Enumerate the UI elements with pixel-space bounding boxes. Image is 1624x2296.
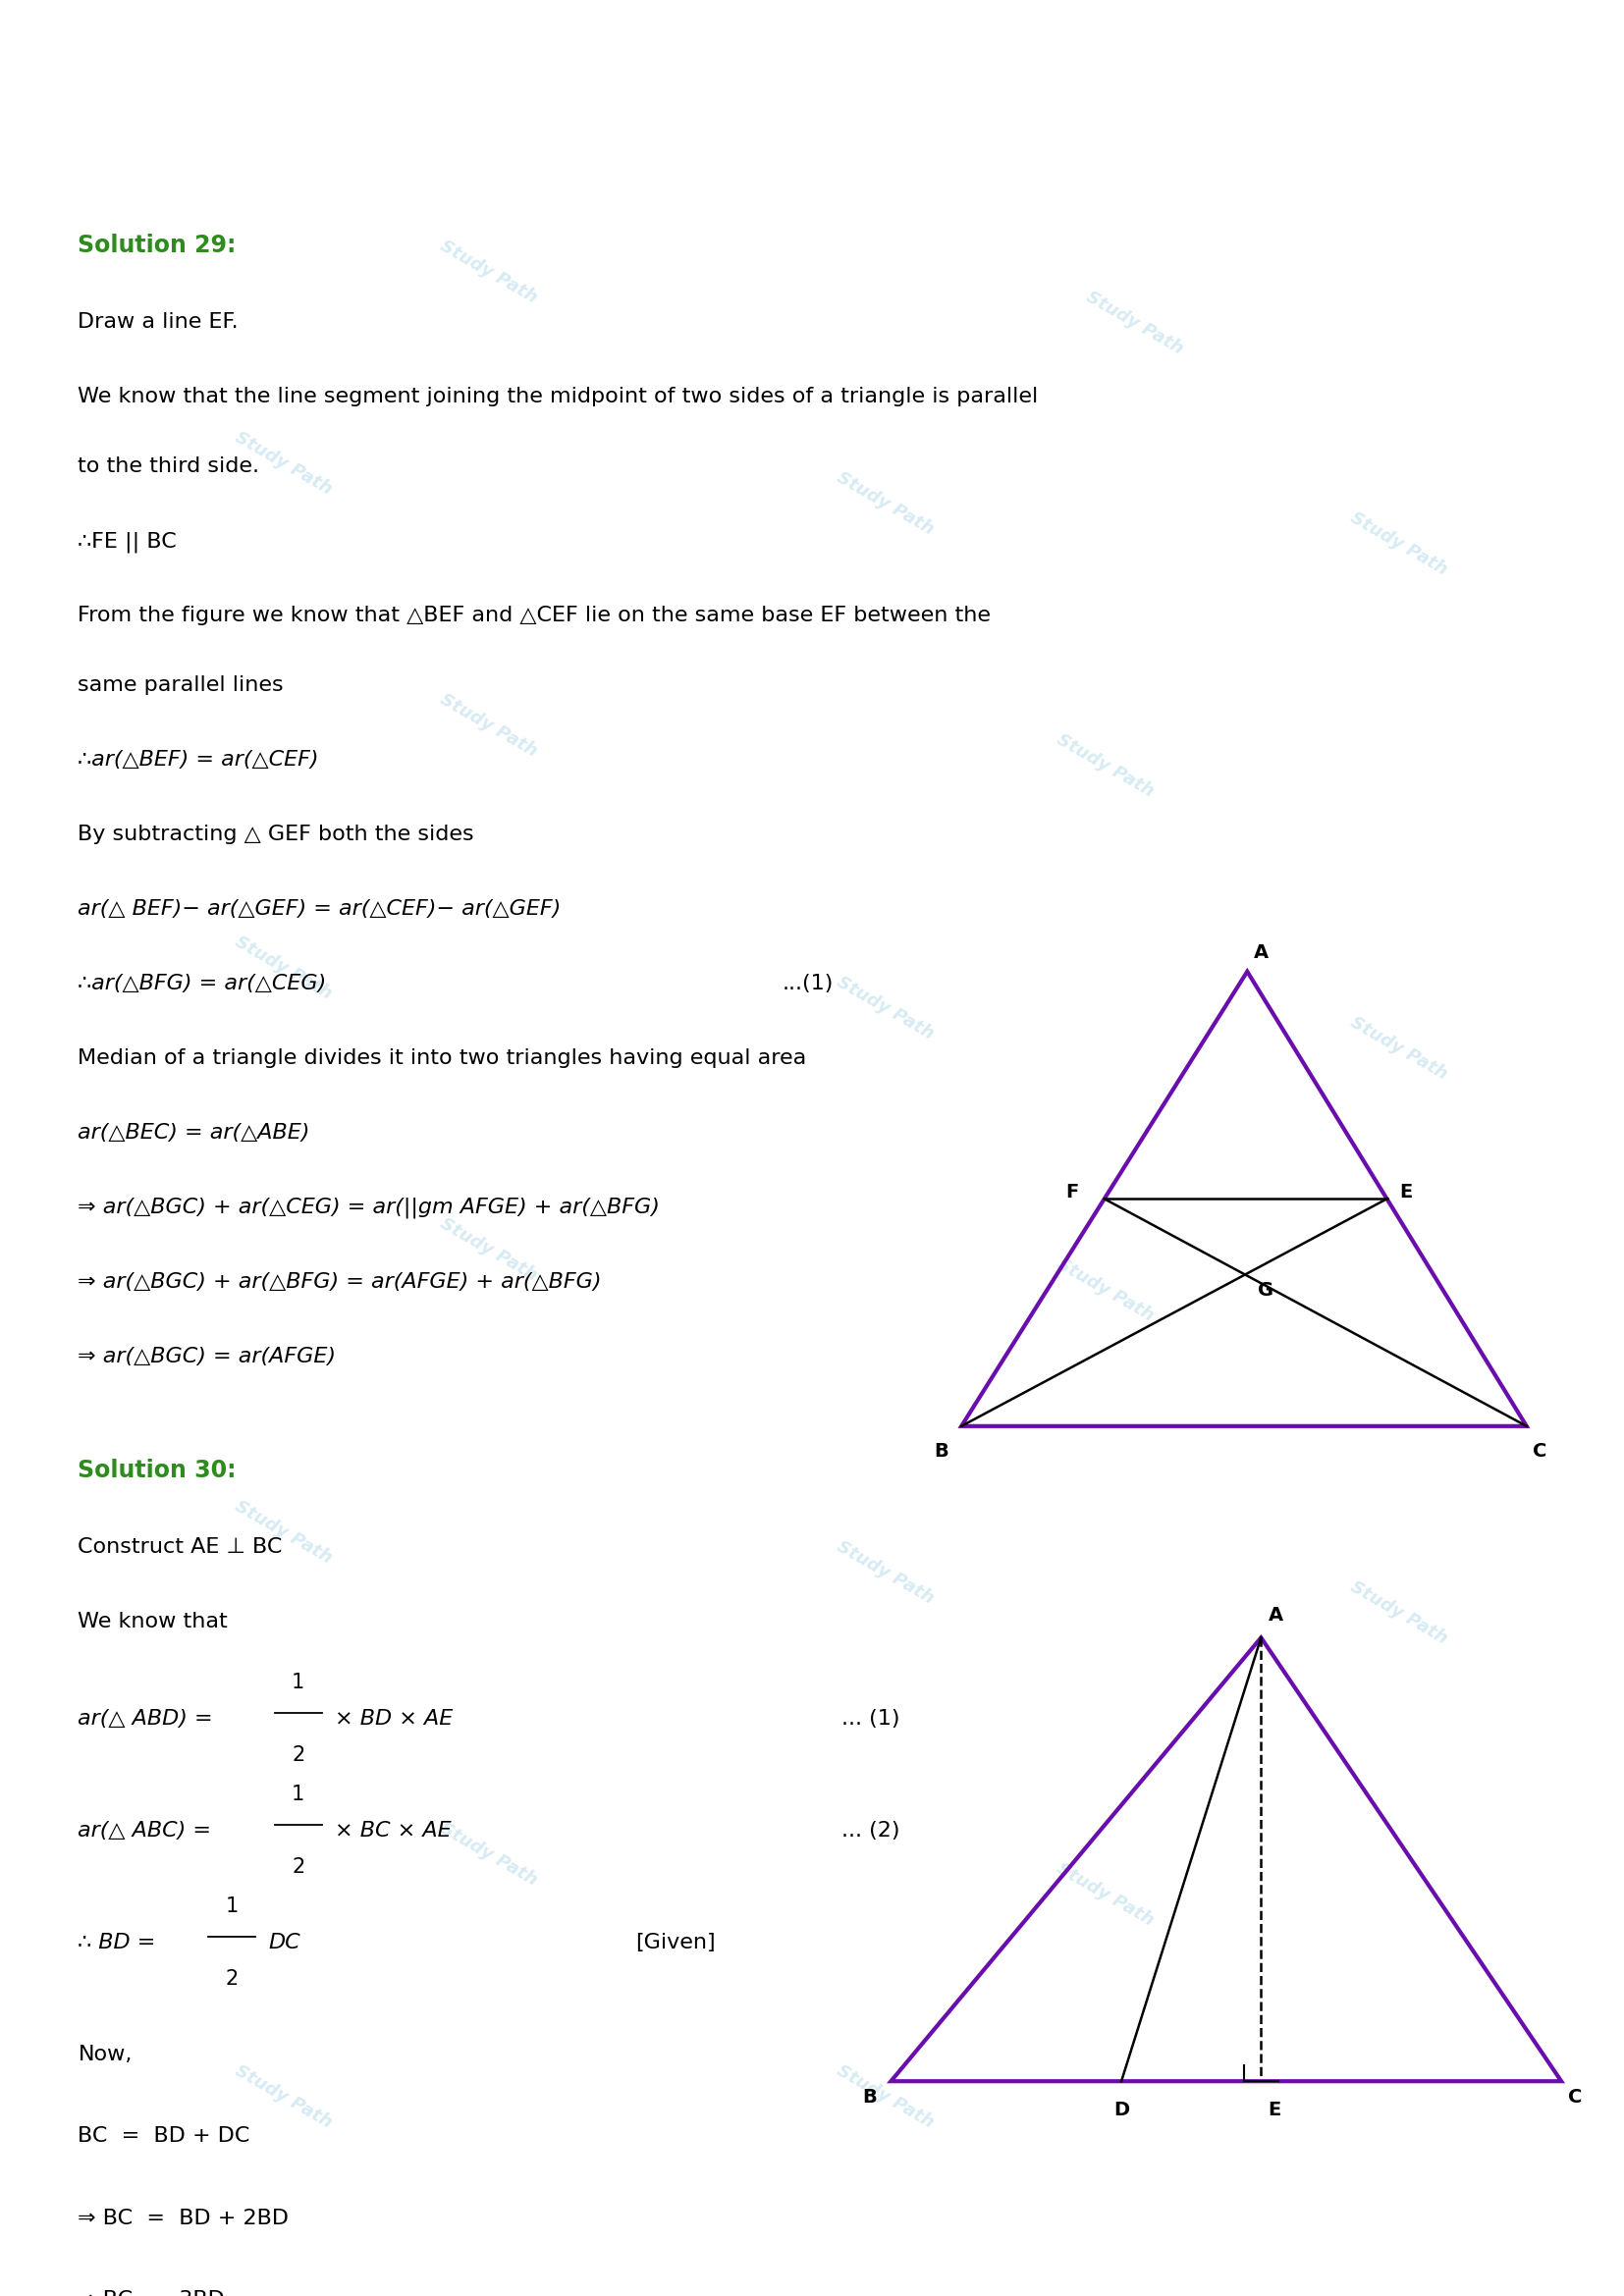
Text: C: C — [1569, 2087, 1582, 2105]
Text: same parallel lines: same parallel lines — [78, 675, 284, 696]
Text: Median of a triangle divides it into two triangles having equal area: Median of a triangle divides it into two… — [78, 1049, 807, 1068]
Text: Study Path: Study Path — [437, 691, 541, 760]
Text: A: A — [1254, 944, 1268, 962]
Text: Page 16 of 22: Page 16 of 22 — [728, 2243, 896, 2262]
Text: Chapter 11: Areas of Parallelograms and Triangles: Chapter 11: Areas of Parallelograms and … — [463, 129, 1161, 152]
Text: ∴​ar(△BFG) = ar(△CEG): ∴​ar(△BFG) = ar(△CEG) — [78, 974, 326, 994]
Text: 1: 1 — [292, 1784, 305, 1805]
Text: B: B — [862, 2087, 877, 2105]
Text: ar(△ ABC) =: ar(△ ABC) = — [78, 1821, 219, 1839]
Text: Study Path: Study Path — [1348, 1577, 1450, 1649]
Text: Solution 29:: Solution 29: — [78, 234, 237, 257]
Text: Study Path: Study Path — [1083, 287, 1187, 358]
Text: 2: 2 — [226, 1968, 239, 1988]
Text: Study Path: Study Path — [833, 468, 937, 540]
Text: Study Path: Study Path — [1348, 510, 1450, 579]
Text: ∴​ar(△BEF) = ar(△CEF): ∴​ar(△BEF) = ar(△CEF) — [78, 751, 318, 769]
Text: Study Path: Study Path — [232, 429, 335, 498]
Text: ... (1): ... (1) — [841, 1708, 900, 1729]
Text: G: G — [1259, 1281, 1273, 1300]
Text: Study Path: Study Path — [232, 932, 335, 1003]
Text: Study Path: Study Path — [232, 2062, 335, 2131]
Text: ... (2): ... (2) — [841, 1821, 900, 1839]
Text: A: A — [1268, 1607, 1283, 1626]
Text: to the third side.: to the third side. — [78, 457, 260, 475]
Text: ⇒ ar(△BGC) + ar(△BFG) = ar(AFGE) + ar(△BFG): ⇒ ar(△BGC) + ar(△BFG) = ar(AFGE) + ar(△B… — [78, 1272, 603, 1293]
Text: Study Path: Study Path — [437, 1821, 541, 1890]
Text: ...(1): ...(1) — [783, 974, 835, 994]
Text: Study Path: Study Path — [833, 2062, 937, 2131]
Text: Class - 9: Class - 9 — [754, 23, 870, 46]
Text: By subtracting △ GEF both the sides: By subtracting △ GEF both the sides — [78, 824, 474, 845]
Text: E: E — [1268, 2101, 1281, 2119]
Text: ⇒ BC  =  3BD: ⇒ BC = 3BD — [78, 2291, 226, 2296]
Text: We know that: We know that — [78, 1612, 227, 1630]
Text: Study Path: Study Path — [833, 1538, 937, 1607]
Text: RS Aggarwal Solutions: RS Aggarwal Solutions — [638, 71, 986, 99]
Text: [Given]: [Given] — [637, 1933, 716, 1952]
Text: ∴FE || BC: ∴FE || BC — [78, 530, 177, 553]
Text: Now,: Now, — [78, 2043, 132, 2064]
Text: 2: 2 — [292, 1745, 305, 1766]
Text: Study Path: Study Path — [437, 236, 541, 308]
Text: 1: 1 — [292, 1674, 305, 1692]
Text: B: B — [934, 1442, 948, 1460]
Text: ar(△BEC) = ar(△ABE): ar(△BEC) = ar(△ABE) — [78, 1123, 310, 1143]
Text: ∴ BD =: ∴ BD = — [78, 1933, 162, 1952]
Text: ⇒ ar(△BGC) = ar(AFGE): ⇒ ar(△BGC) = ar(AFGE) — [78, 1345, 336, 1366]
Text: Study Path: Study Path — [437, 1215, 541, 1286]
Text: We know that the line segment joining the midpoint of two sides of a triangle is: We know that the line segment joining th… — [78, 388, 1038, 406]
Text: × BC × AE: × BC × AE — [335, 1821, 451, 1839]
Text: 1: 1 — [226, 1896, 239, 1917]
Text: Solution 30:: Solution 30: — [78, 1458, 237, 1481]
Text: Draw a line EF.: Draw a line EF. — [78, 312, 239, 333]
Text: DC: DC — [270, 1933, 300, 1952]
Text: ar(△ ABD) =: ar(△ ABD) = — [78, 1708, 221, 1729]
Text: C: C — [1533, 1442, 1548, 1460]
Text: Study Path: Study Path — [8, 115, 151, 140]
Text: ⇒ ar(△BGC) + ar(△CEG) = ar(||gm AFGE) + ar(△BFG): ⇒ ar(△BGC) + ar(△CEG) = ar(||gm AFGE) + … — [78, 1199, 659, 1219]
Text: Construct AE ⊥ BC: Construct AE ⊥ BC — [78, 1536, 283, 1557]
Text: Study Path: Study Path — [1054, 1256, 1158, 1325]
Text: × BD × AE: × BD × AE — [335, 1708, 453, 1729]
Text: E: E — [1400, 1182, 1413, 1201]
Text: ar(△ BEF)− ar(△GEF) = ar(△CEF)− ar(△GEF): ar(△ BEF)− ar(△GEF) = ar(△CEF)− ar(△GEF) — [78, 900, 562, 918]
Text: 2: 2 — [292, 1857, 305, 1876]
Text: BC  =  BD + DC: BC = BD + DC — [78, 2126, 250, 2147]
Text: F: F — [1065, 1182, 1078, 1201]
Text: Study Path: Study Path — [833, 974, 937, 1042]
Text: ⇒ BC  =  BD + 2BD: ⇒ BC = BD + 2BD — [78, 2209, 289, 2227]
Text: From the figure we know that △BEF and △CEF lie on the same base EF between the: From the figure we know that △BEF and △C… — [78, 606, 991, 625]
Text: Study Path: Study Path — [232, 1497, 335, 1566]
Text: D: D — [1114, 2101, 1129, 2119]
Text: Study Path: Study Path — [1348, 1013, 1450, 1084]
Text: Study Path: Study Path — [1054, 1860, 1158, 1931]
Text: Study Path: Study Path — [1054, 730, 1158, 801]
